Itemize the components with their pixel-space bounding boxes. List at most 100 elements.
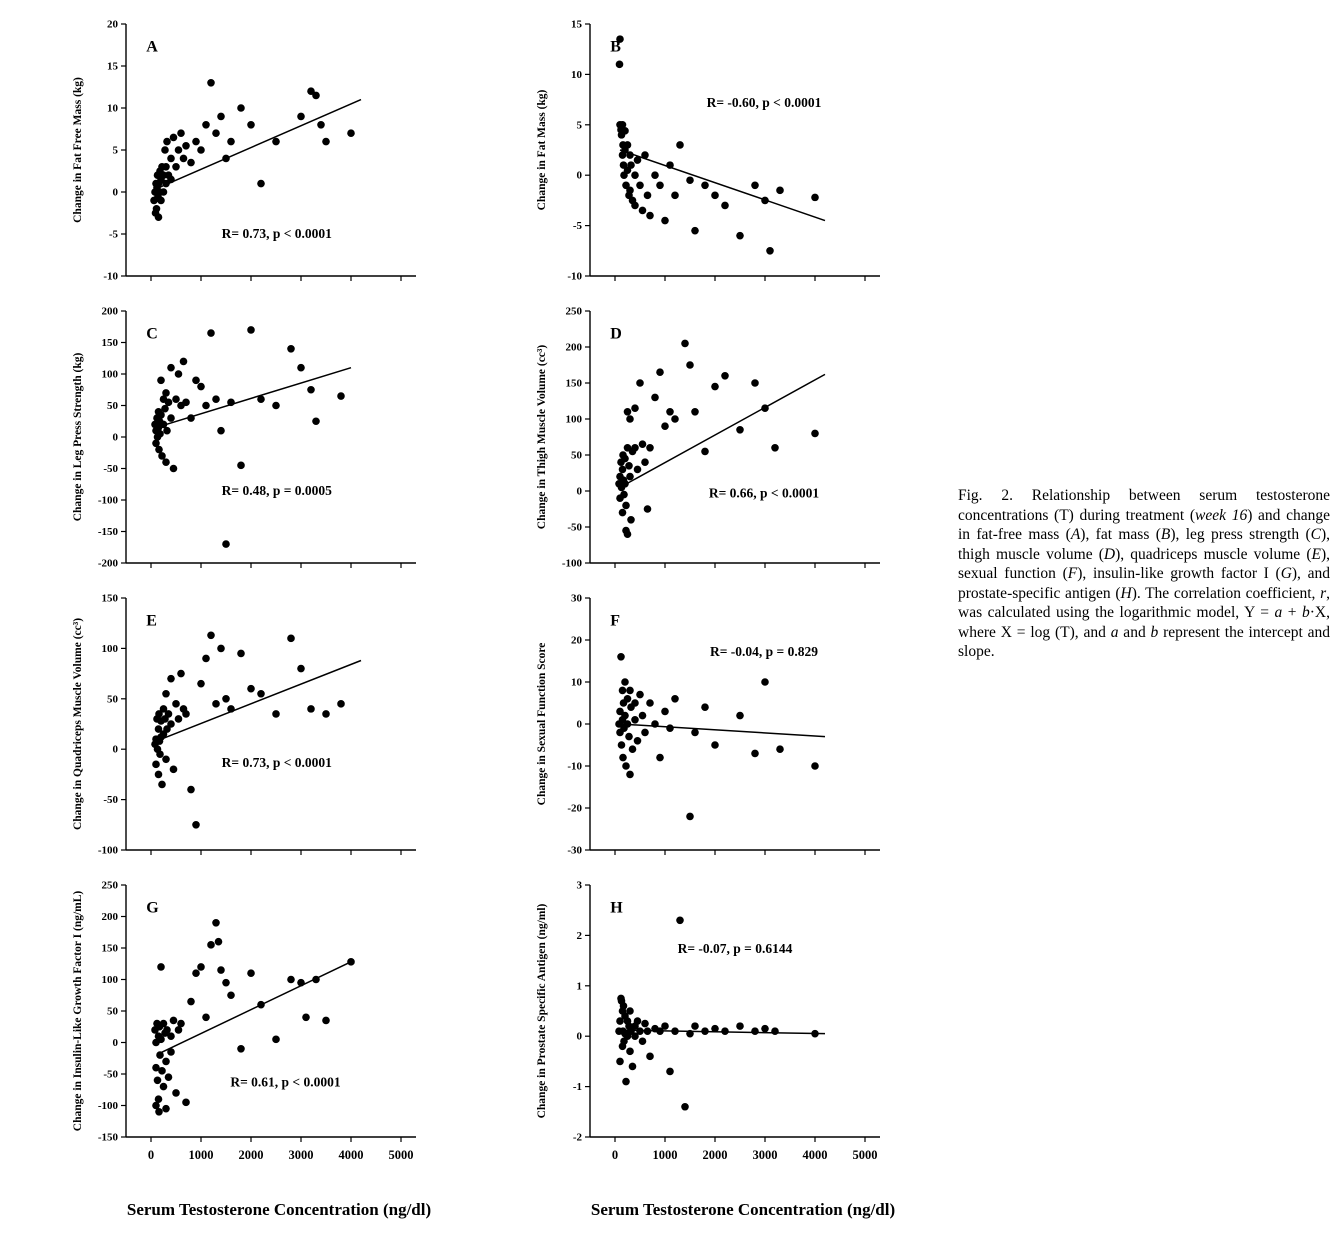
caption-segment: ·X, where X = log (T), and (958, 604, 1330, 641)
correlation-annotation-A: R= 0.73, p < 0.0001 (222, 226, 333, 241)
panel-letter-B: B (610, 39, 621, 56)
svg-text:0: 0 (577, 1031, 583, 1043)
svg-text:50: 50 (107, 400, 119, 412)
caption-segment: and (1118, 623, 1151, 641)
panel-B-fat-mass: 15 10 5 0 -5 -10 Change in Fat Mass (kg) B R= -0… (534, 14, 918, 293)
svg-text:-150: -150 (98, 1132, 119, 1144)
correlation-annotation-H: R= -0.07, p = 0.6144 (678, 941, 793, 956)
svg-text:-10: -10 (567, 761, 582, 773)
correlation-annotation-B: R= -0.60, p < 0.0001 (707, 95, 822, 110)
scatter-plot-A: 20 15 10 5 0 -5 -10 Change in Fat Free Mass (kg… (72, 19, 416, 283)
svg-text:200: 200 (102, 911, 119, 923)
caption-segment: ), leg press strength ( (1170, 526, 1311, 544)
scatter-plot-C: 200 150 100 50 0 -50 -100 -150 -200 Change in Leg… (72, 306, 416, 570)
svg-text:4000: 4000 (339, 1148, 364, 1162)
svg-text:0: 0 (577, 486, 583, 498)
svg-text:5000: 5000 (389, 1148, 414, 1162)
svg-text:15: 15 (571, 19, 583, 31)
y-axis-label-E: Change in Quadriceps Muscle Volume (cc³) (72, 618, 84, 830)
svg-text:-10: -10 (567, 271, 582, 283)
panel-letter-D: D (610, 326, 622, 343)
svg-text:250: 250 (566, 306, 583, 318)
correlation-annotation-D: R= 0.66, p < 0.0001 (709, 485, 820, 500)
caption-segment: Fig. 2. Relationship between serum testo… (958, 487, 1330, 524)
caption-italic-segment: r (1320, 584, 1327, 602)
correlation-annotation-E: R= 0.73, p < 0.0001 (222, 755, 333, 770)
svg-text:10: 10 (571, 677, 583, 689)
svg-text:-2: -2 (573, 1132, 583, 1144)
svg-text:250: 250 (102, 880, 119, 892)
svg-text:-50: -50 (103, 1069, 118, 1081)
svg-text:0: 0 (113, 187, 119, 199)
panel-A-fat-free-mass: 20 15 10 5 0 -5 -10 Change in Fat Free Mass (kg… (70, 14, 454, 293)
svg-text:150: 150 (566, 378, 583, 390)
x-axis-label-left: Serum Testosterone Concentration (ng/dl) (126, 1200, 432, 1219)
svg-text:-200: -200 (98, 558, 119, 570)
svg-text:0: 0 (577, 170, 583, 182)
svg-text:0: 0 (148, 1148, 154, 1162)
svg-text:-50: -50 (103, 463, 118, 475)
svg-text:-30: -30 (567, 845, 582, 857)
panel-G-igf-i: 250 200 150 100 50 0 -50 -100 -150 0 1000 2000 3000 4… (70, 875, 454, 1188)
panel-E-quadriceps-volume: 150 100 50 0 -50 -100 Change in Quadriceps Mus… (70, 588, 454, 867)
svg-text:150: 150 (102, 593, 119, 605)
caption-italic-segment: B (1160, 526, 1171, 544)
panel-letter-E: E (146, 613, 157, 630)
caption-segment: ). The correlation coefficient, (1131, 584, 1321, 602)
panel-D-thigh-volume: 250 200 150 100 50 0 -50 -100 Change in Thigh Mu… (534, 301, 918, 580)
svg-text:-150: -150 (98, 526, 119, 538)
svg-text:10: 10 (107, 103, 119, 115)
svg-text:100: 100 (102, 974, 119, 986)
svg-text:0: 0 (113, 432, 119, 444)
caption-segment: ), and prostate-specific antigen ( (958, 565, 1330, 602)
svg-text:10: 10 (571, 69, 583, 81)
caption-segment: , was calculated using the logarithmic m… (958, 584, 1330, 622)
svg-text:-100: -100 (98, 845, 119, 857)
svg-text:200: 200 (566, 342, 583, 354)
caption-segment: + (1282, 604, 1303, 622)
svg-text:1: 1 (577, 980, 583, 992)
svg-text:3000: 3000 (289, 1148, 314, 1162)
y-axis-label-B: Change in Fat Mass (kg) (536, 89, 548, 210)
caption-italic-segment: b (1302, 604, 1310, 622)
caption-italic-segment: E (1311, 545, 1321, 563)
svg-text:-5: -5 (573, 220, 583, 232)
y-axis-label-D: Change in Thigh Muscle Volume (cc³) (536, 345, 548, 530)
svg-text:200: 200 (102, 306, 119, 318)
scatter-plot-E: 150 100 50 0 -50 -100 Change in Quadriceps Mus… (72, 593, 416, 857)
svg-text:-5: -5 (109, 229, 119, 241)
y-axis-label-F: Change in Sexual Function Score (536, 643, 548, 806)
svg-text:2000: 2000 (703, 1148, 728, 1162)
panel-H-psa: 3 2 1 0 -1 -2 0 1000 2000 3000 4000 5000 Change in P… (534, 875, 918, 1188)
svg-text:0: 0 (113, 1037, 119, 1049)
caption-segment: ), sexual function ( (958, 545, 1331, 583)
svg-text:-100: -100 (98, 495, 119, 507)
svg-text:50: 50 (107, 1006, 119, 1018)
panel-letter-H: H (610, 900, 623, 917)
svg-text:-50: -50 (567, 522, 582, 534)
panel-letter-A: A (146, 39, 158, 56)
caption-segment: ) and change in fat-free mass ( (958, 506, 1330, 544)
caption-italic-segment: b (1150, 623, 1159, 641)
panel-letter-G: G (146, 900, 159, 917)
svg-text:2: 2 (577, 930, 583, 942)
svg-text:-50: -50 (103, 794, 118, 806)
scatter-plot-B: 15 10 5 0 -5 -10 Change in Fat Mass (kg) B R= -0… (536, 19, 880, 283)
scatter-plot-G: 250 200 150 100 50 0 -50 -100 -150 0 1000 2000 3000 4… (72, 880, 416, 1162)
svg-text:100: 100 (102, 369, 119, 381)
caption-segment: ), insulin-like growth factor I ( (1077, 565, 1281, 583)
svg-text:2000: 2000 (239, 1148, 264, 1162)
svg-text:100: 100 (102, 643, 119, 655)
caption-italic-segment: H (1120, 584, 1132, 602)
y-axis-label-G: Change in Insulin-Like Growth Factor I (… (72, 891, 84, 1132)
scatter-plot-F: 30 20 10 0 -10 -20 -30 Change in Sexual Functio… (536, 593, 880, 857)
caption-italic-segment: a (1110, 623, 1119, 641)
correlation-annotation-G: R= 0.61, p < 0.0001 (230, 1075, 341, 1090)
svg-text:-20: -20 (567, 803, 582, 815)
svg-text:0: 0 (577, 719, 583, 731)
svg-text:30: 30 (571, 593, 583, 605)
svg-text:1000: 1000 (653, 1148, 678, 1162)
caption-italic-segment: A (1070, 526, 1081, 544)
svg-text:5000: 5000 (853, 1148, 878, 1162)
